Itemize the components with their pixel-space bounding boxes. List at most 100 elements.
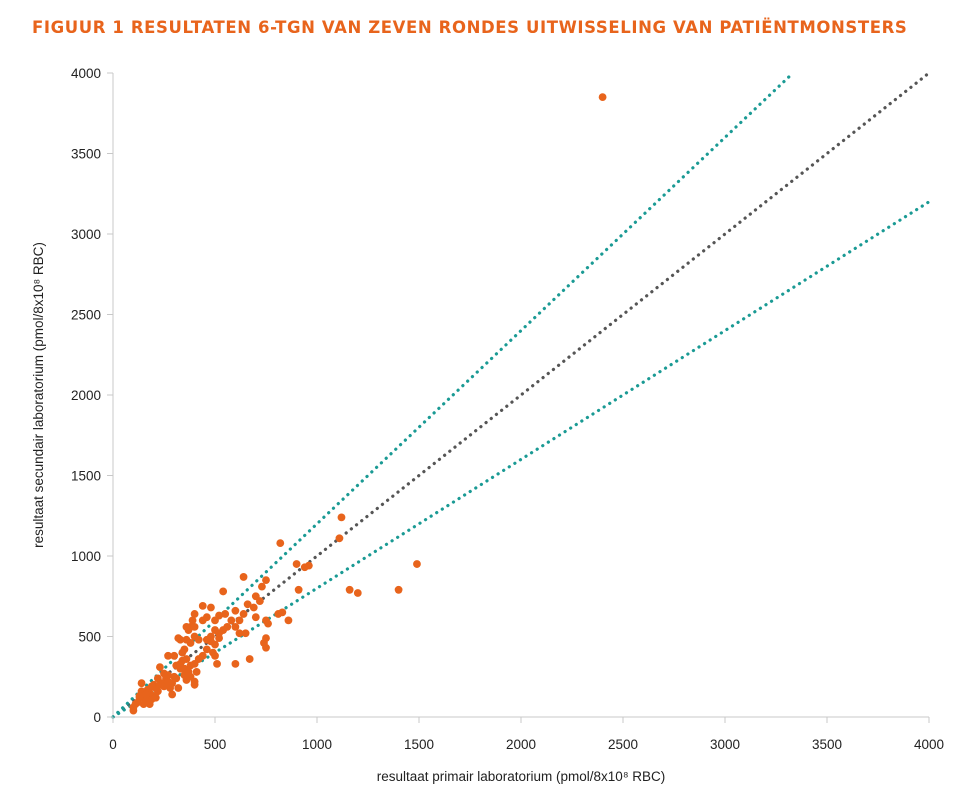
data-point — [239, 573, 248, 581]
data-point — [198, 616, 207, 625]
data-point — [211, 616, 219, 625]
y-tick-label: 4000 — [71, 66, 101, 81]
data-point — [211, 651, 219, 660]
data-point — [156, 663, 164, 671]
data-point — [182, 635, 191, 644]
x-axis-title: resultaat primair laboratorium (pmol/8x1… — [377, 769, 666, 784]
data-point — [243, 600, 252, 609]
data-point — [211, 626, 219, 634]
data-point — [178, 648, 187, 657]
data-point — [172, 661, 181, 670]
data-point — [145, 700, 154, 709]
data-point — [300, 563, 309, 572]
x-tick-label: 500 — [204, 737, 227, 752]
data-point — [190, 622, 199, 631]
data-point — [131, 700, 140, 709]
data-point — [284, 616, 293, 625]
data-point — [215, 634, 223, 643]
data-point — [235, 629, 244, 638]
data-points — [129, 93, 607, 715]
data-point — [292, 560, 301, 568]
x-tick-label: 2500 — [608, 737, 638, 752]
data-point — [129, 706, 138, 715]
data-point — [235, 616, 244, 625]
data-point — [337, 513, 346, 522]
y-tick-label: 2000 — [71, 388, 101, 403]
data-point — [598, 93, 607, 102]
data-point — [227, 616, 236, 625]
data-point — [198, 602, 207, 610]
data-point — [202, 645, 211, 654]
data-point — [262, 576, 270, 585]
data-point — [255, 597, 264, 605]
data-point — [413, 560, 421, 568]
x-tick-label: 4000 — [914, 737, 944, 752]
data-point — [221, 610, 230, 618]
x-ticks: 0 500 1000 1500 2000 2500 3000 3500 4000 — [109, 717, 944, 752]
data-point — [353, 589, 362, 597]
data-point — [219, 626, 228, 634]
data-point — [137, 679, 146, 688]
data-point — [135, 692, 144, 700]
data-point — [190, 632, 199, 641]
data-point — [276, 539, 285, 548]
upper-limit-line — [111, 71, 795, 719]
data-point — [164, 677, 172, 686]
data-point — [151, 693, 160, 702]
y-tick-label: 1500 — [71, 469, 101, 484]
data-point — [231, 606, 240, 615]
x-tick-label: 1500 — [404, 737, 434, 752]
data-point — [219, 587, 228, 596]
chart-title: FIGUUR 1 RESULTATEN 6-TGN VAN ZEVEN ROND… — [32, 18, 908, 37]
y-axis-title: resultaat secundair laboratorium (pmol/8… — [31, 242, 46, 548]
x-tick-label: 3000 — [710, 737, 740, 752]
data-point — [160, 669, 168, 678]
data-point — [335, 534, 344, 543]
y-tick-label: 3000 — [71, 227, 101, 242]
data-point — [164, 651, 172, 660]
data-point — [172, 674, 181, 683]
data-point — [190, 659, 199, 668]
data-point — [207, 603, 215, 612]
data-point — [245, 655, 254, 663]
data-point — [190, 680, 199, 689]
lower-limit-line — [111, 200, 931, 719]
x-tick-label: 1000 — [302, 737, 332, 752]
data-point — [264, 619, 272, 628]
data-point — [168, 690, 177, 699]
data-point — [166, 684, 175, 692]
y-tick-label: 2500 — [71, 308, 101, 323]
data-point — [294, 585, 303, 594]
data-point — [184, 668, 193, 676]
data-point — [188, 616, 197, 625]
x-tick-label: 2000 — [506, 737, 536, 752]
data-point — [241, 629, 250, 638]
data-point — [231, 659, 240, 668]
data-point — [190, 610, 199, 618]
data-point — [249, 603, 258, 612]
y-tick-label: 0 — [93, 710, 101, 725]
y-tick-label: 1000 — [71, 549, 101, 564]
data-point — [182, 622, 191, 631]
data-point — [394, 585, 403, 594]
data-point — [239, 610, 248, 618]
data-point — [174, 634, 183, 643]
data-point — [147, 682, 156, 691]
data-point — [231, 622, 240, 631]
data-point — [260, 639, 268, 647]
y-tick-label: 3500 — [71, 147, 101, 162]
data-point — [153, 674, 162, 683]
y-tick-label: 500 — [78, 630, 101, 645]
data-point — [202, 635, 211, 644]
data-point — [192, 668, 201, 676]
data-point — [251, 613, 260, 622]
data-point — [170, 651, 179, 660]
data-point — [345, 585, 354, 594]
y-ticks: 0 500 1000 1500 2000 2500 3000 3500 4000 — [71, 66, 113, 725]
data-point — [258, 582, 266, 591]
data-point — [174, 684, 183, 692]
identity-line — [111, 71, 931, 719]
x-tick-label: 3500 — [812, 737, 842, 752]
data-point — [213, 659, 221, 668]
